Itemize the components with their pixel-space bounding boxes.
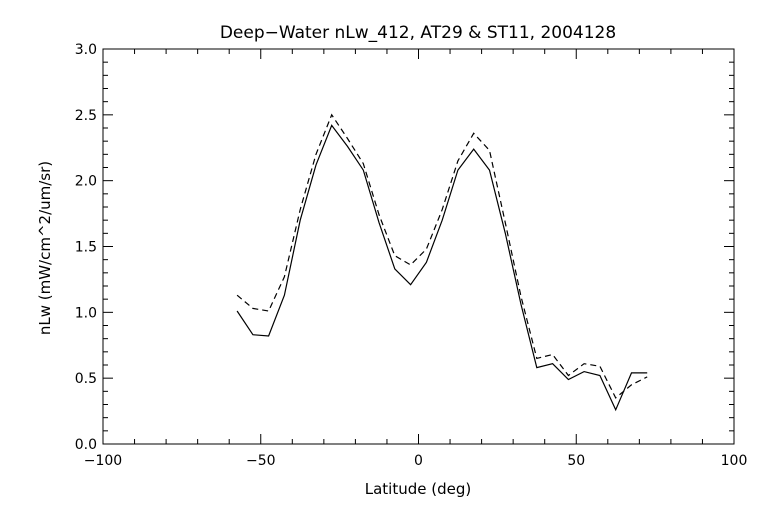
series-line-dashed <box>236 113 648 399</box>
y-tick-label: 2.5 <box>75 108 97 124</box>
x-tick-label: 50 <box>567 453 585 469</box>
y-axis-label: nLw (mW/cm^2/um/sr) <box>36 161 54 335</box>
chart-title: Deep−Water nLw_412, AT29 & ST11, 2004128 <box>220 23 616 43</box>
x-tick-label: 0 <box>414 453 423 469</box>
plot-frame <box>102 48 735 445</box>
y-tick-label: 1.0 <box>75 305 97 321</box>
y-tick-label: 3.0 <box>75 42 97 58</box>
series-layer <box>236 113 648 412</box>
x-axis-ticks: −100 −50 0 50 100 <box>84 49 748 469</box>
x-tick-label: 100 <box>721 453 748 469</box>
x-axis-label: Latitude (deg) <box>365 480 471 498</box>
y-tick-label: 0.0 <box>75 437 97 453</box>
y-axis-ticks: 0.0 0.5 1.0 1.5 2.0 2.5 3.0 <box>75 42 734 453</box>
y-tick-label: 2.0 <box>75 174 97 190</box>
x-tick-label: −50 <box>246 453 276 469</box>
plot-border <box>102 48 735 445</box>
x-tick-label: −100 <box>84 453 122 469</box>
series-line-solid <box>236 124 648 412</box>
y-tick-label: 0.5 <box>75 371 97 387</box>
y-tick-label: 1.5 <box>75 240 97 256</box>
